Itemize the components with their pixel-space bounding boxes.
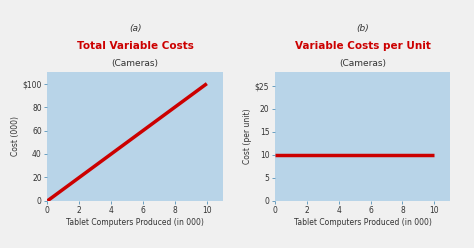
Text: Variable Costs per Unit: Variable Costs per Unit (295, 41, 430, 51)
Text: (Cameras): (Cameras) (339, 59, 386, 68)
X-axis label: Tablet Computers Produced (in 000): Tablet Computers Produced (in 000) (294, 218, 431, 227)
Text: (Cameras): (Cameras) (111, 59, 159, 68)
Text: (a): (a) (129, 24, 141, 33)
Y-axis label: Cost (per unit): Cost (per unit) (243, 109, 252, 164)
Text: (b): (b) (356, 24, 369, 33)
Text: Total Variable Costs: Total Variable Costs (77, 41, 193, 51)
Y-axis label: Cost (000): Cost (000) (11, 116, 20, 156)
X-axis label: Tablet Computers Produced (in 000): Tablet Computers Produced (in 000) (66, 218, 204, 227)
